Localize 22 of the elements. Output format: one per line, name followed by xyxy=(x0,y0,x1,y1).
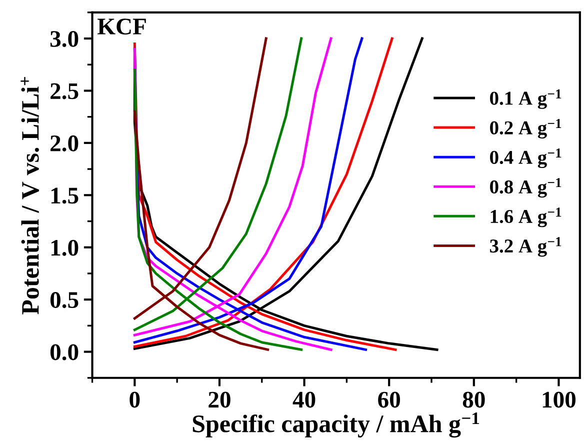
legend-label: 1.6 A g$^{−1}$ xyxy=(490,208,562,228)
annotation: KCF xyxy=(98,18,146,34)
x-tick-label: 0 xyxy=(130,392,140,408)
y-tick-label: 3.0 xyxy=(50,31,78,48)
legend-label: 0.8 A g$^{−1}$ xyxy=(490,178,562,198)
legend-label: 3.2 A g$^{−1}$ xyxy=(490,237,562,257)
y-tick-label: 0.0 xyxy=(50,344,78,360)
x-tick-label: 100 xyxy=(542,392,576,408)
x-tick-label: 80 xyxy=(462,392,485,408)
y-tick-label: 2.0 xyxy=(50,135,78,152)
y-tick-label: 0.5 xyxy=(50,292,78,308)
x-axis-title: Specific capacity / mAh g$^{−1}$ xyxy=(192,412,480,438)
y-tick-label: 1.5 xyxy=(51,188,78,204)
legend-label: 0.4 A g$^{−1}$ xyxy=(490,148,562,168)
y-axis-title: Potential / V vs. Li/Li$^{+}$ xyxy=(20,77,39,314)
legend-label: 0.1 A g$^{−1}$ xyxy=(490,89,562,109)
y-tick-label: 2.5 xyxy=(50,83,78,100)
x-tick-label: 40 xyxy=(292,392,316,408)
y-tick-label: 1.0 xyxy=(51,240,78,256)
legend-label: 0.2 A g$^{−1}$ xyxy=(490,118,562,138)
x-tick-label: 60 xyxy=(378,392,400,408)
x-tick-label: 20 xyxy=(208,392,230,408)
